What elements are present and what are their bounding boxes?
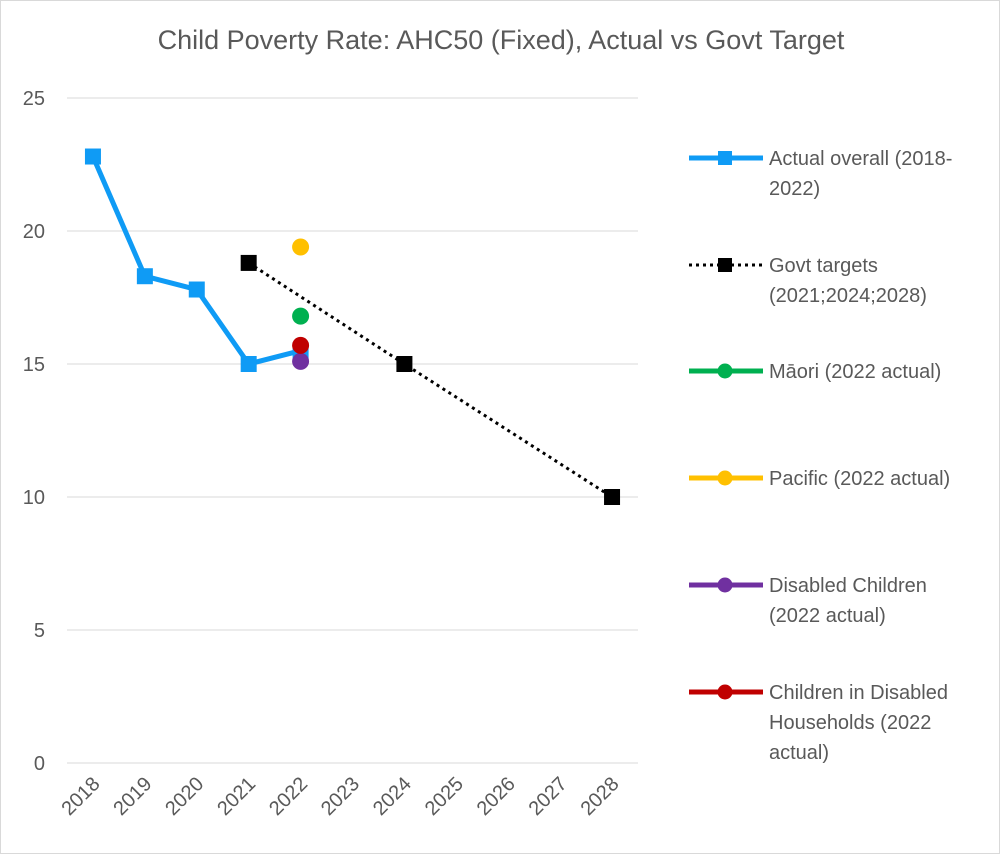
legend-label-5-1: Households (2022 (769, 712, 931, 734)
x-tick-label-2025: 2025 (421, 773, 468, 820)
legend-label-4-1: (2022 actual) (769, 605, 886, 627)
x-tick-label-2020: 2020 (161, 773, 208, 820)
x-tick-label-2026: 2026 (473, 773, 520, 820)
data-point-0-2019 (136, 268, 153, 285)
x-tick-label-2018: 2018 (57, 773, 104, 820)
x-tick-label-2024: 2024 (369, 773, 416, 820)
y-tick-label-25: 25 (23, 88, 45, 110)
data-point-3-2022 (292, 238, 310, 256)
legend-marker-2 (717, 363, 733, 379)
data-point-5-2022 (292, 336, 310, 354)
y-tick-label-20: 20 (23, 221, 45, 243)
y-tick-label-15: 15 (23, 354, 45, 376)
x-tick-label-2021: 2021 (213, 773, 260, 820)
legend-label-0-0: Actual overall (2018- (769, 148, 952, 170)
data-point-0-2021 (240, 356, 257, 372)
legend-label-4-0: Disabled Children (769, 575, 927, 597)
y-tick-label-5: 5 (34, 620, 45, 642)
legend-label-1-1: (2021;2024;2028) (769, 285, 927, 307)
legend-label-5-2: actual) (769, 742, 829, 764)
x-tick-label-2022: 2022 (265, 773, 312, 820)
chart-title: Child Poverty Rate: AHC50 (Fixed), Actua… (157, 25, 845, 55)
series-line-0 (90, 155, 302, 367)
legend-marker-5 (717, 684, 733, 700)
legend-label-5-0: Children in Disabled (769, 682, 948, 704)
legend-marker-1 (718, 258, 732, 272)
x-tick-label-2028: 2028 (577, 773, 624, 820)
data-point-1-2028 (604, 489, 621, 505)
y-tick-label-10: 10 (23, 487, 45, 509)
data-point-2-2022 (292, 307, 310, 325)
data-point-0-2018 (84, 148, 101, 165)
x-tick-label-2019: 2019 (109, 773, 156, 820)
legend-marker-0 (718, 151, 732, 165)
legend-label-1-0: Govt targets (769, 255, 878, 277)
data-point-4-2022 (292, 352, 310, 370)
y-tick-label-0: 0 (34, 753, 45, 775)
series-line-1 (247, 261, 613, 499)
data-point-1-2021 (240, 254, 257, 271)
x-tick-label-2027: 2027 (525, 773, 572, 820)
legend-label-0-1: 2022) (769, 178, 820, 200)
legend-label-3-0: Pacific (2022 actual) (769, 468, 950, 490)
data-point-1-2024 (396, 356, 413, 372)
legend-label-2-0: Māori (2022 actual) (769, 361, 941, 383)
x-tick-label-2023: 2023 (317, 773, 364, 820)
legend-marker-4 (717, 577, 733, 593)
data-point-0-2020 (188, 281, 205, 298)
legend-marker-3 (717, 470, 733, 486)
